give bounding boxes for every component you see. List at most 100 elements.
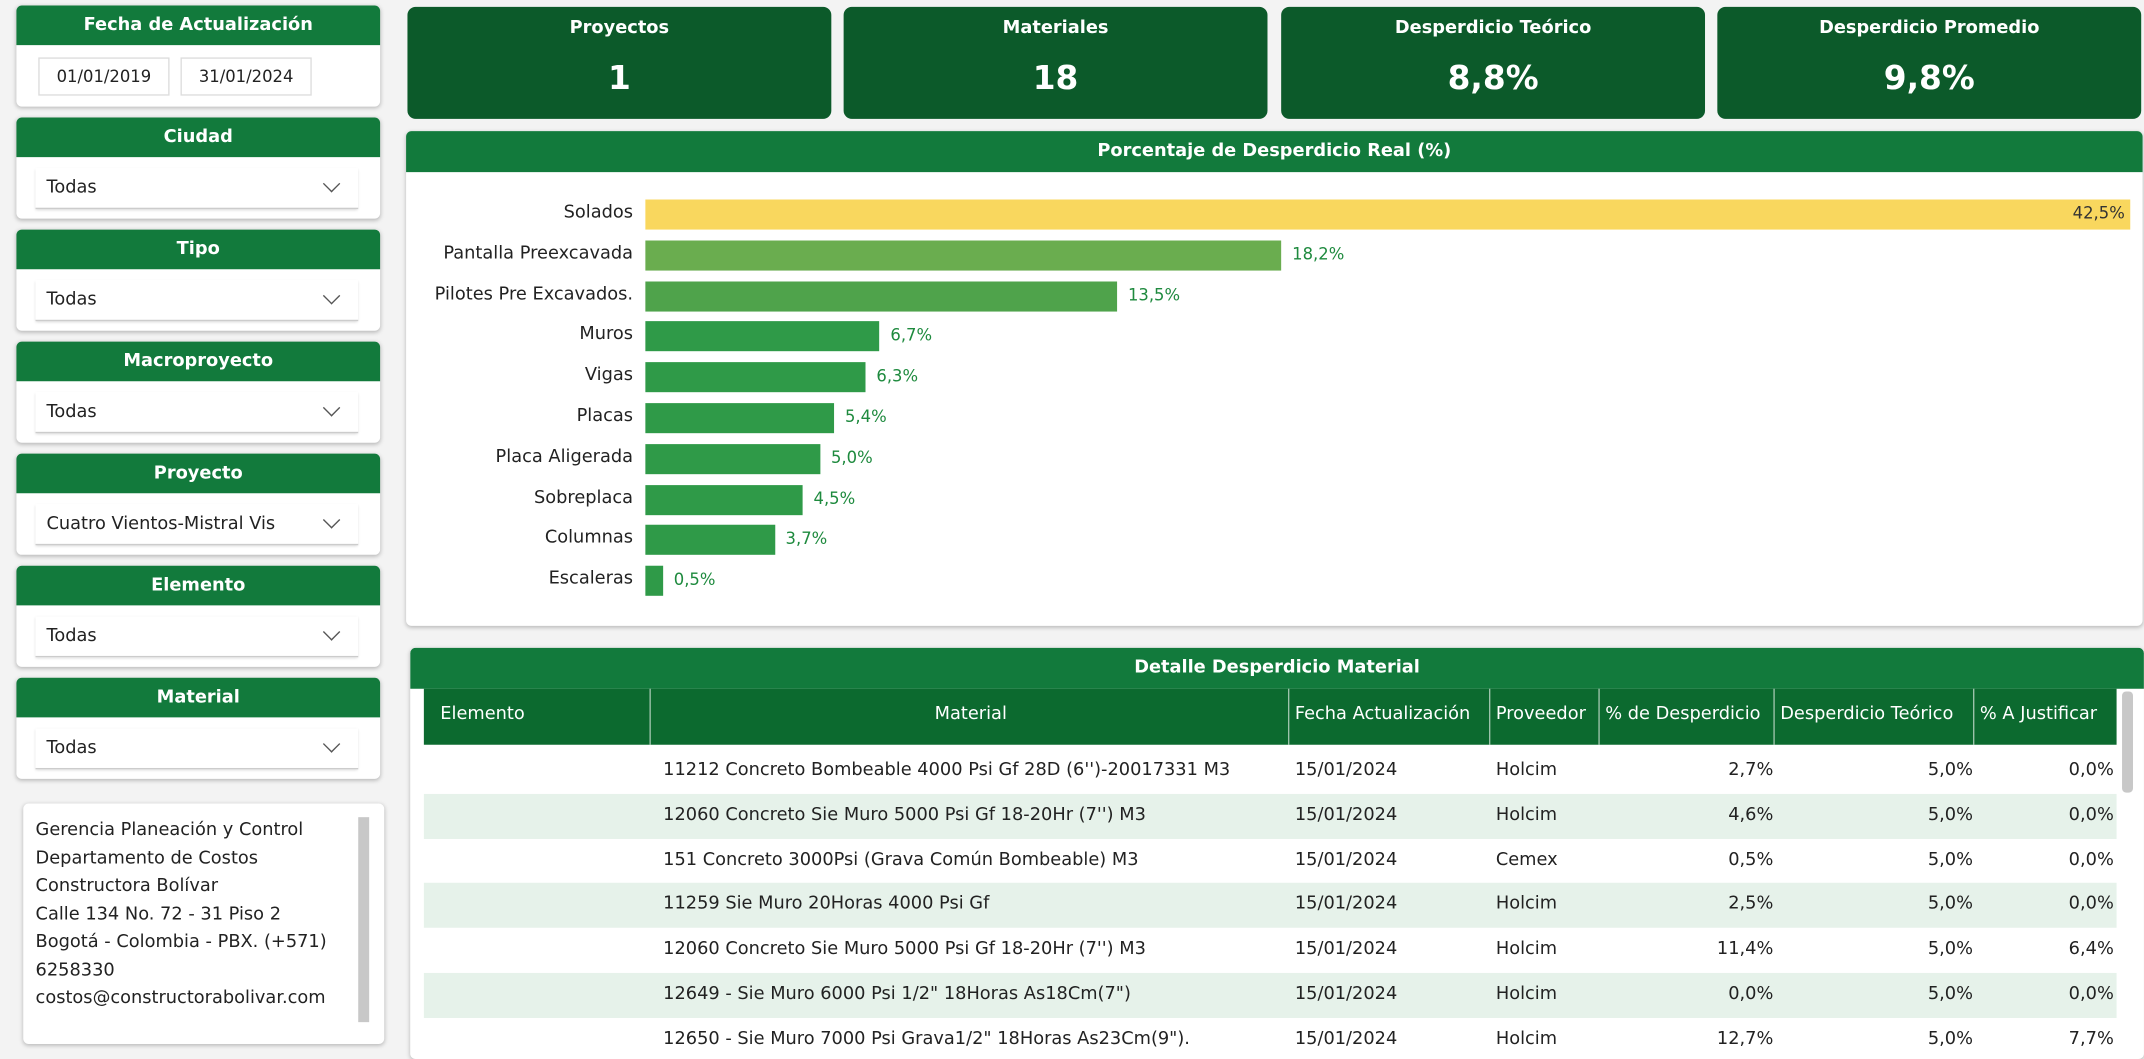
table-cell: 0,0% [1728, 983, 1774, 1005]
dropdown-value: Todas [46, 625, 97, 647]
bar [645, 362, 866, 393]
dropdown-value: Todas [46, 737, 97, 759]
column-divider [1973, 688, 1975, 745]
dropdown[interactable]: Todas [35, 168, 359, 210]
table-cell: 15/01/2024 [1294, 1028, 1398, 1050]
date-input[interactable]: 01/01/2019 [38, 57, 170, 96]
table-scrollbar[interactable] [2122, 691, 2133, 793]
table-cell: Holcim [1495, 983, 1558, 1005]
data-label: 13,5% [1127, 285, 1181, 305]
table-cell: 15/01/2024 [1294, 894, 1398, 915]
filter-title: Elemento [16, 565, 381, 606]
table-cell: 5,0% [1927, 939, 1974, 960]
table-cell: 5,0% [1927, 1028, 1974, 1050]
data-label: 3,7% [785, 529, 828, 549]
kpi-card: Materiales 18 [843, 6, 1268, 119]
table-cell: 11259 Sie Muro 20Horas 4000 Psi Gf [663, 894, 990, 915]
filter-card: Fecha de Actualización 01/01/2019 31/01/20… [16, 5, 381, 107]
dropdown-value: Todas [46, 177, 97, 199]
table-cell: 15/01/2024 [1294, 939, 1398, 960]
dropdown[interactable]: Todas [35, 728, 359, 770]
filter-card: Material Todas [16, 677, 381, 779]
filter-card: Proyecto Cuatro Vientos-Mistral Vis [16, 453, 381, 555]
data-label: 5,4% [844, 407, 887, 427]
footer-line: Bogotá - Colombia - PBX. (+571) [35, 931, 327, 953]
column-header: Proveedor [1495, 703, 1586, 725]
table-cell: 7,7% [2068, 1028, 2114, 1050]
table-cell: Cemex [1495, 849, 1558, 870]
table-cell: 0,0% [2068, 804, 2114, 826]
filter-title: Fecha de Actualización [16, 5, 381, 46]
column-divider [1287, 688, 1290, 745]
column-divider [1488, 688, 1491, 745]
bar [645, 280, 1118, 312]
table-card: Detalle Desperdicio Material Elemento Mate… [410, 647, 2144, 1059]
chevron [322, 287, 341, 305]
chevron [322, 399, 341, 417]
bar-label: Placa Aligerada [495, 446, 634, 468]
date-input[interactable]: 31/01/2024 [180, 57, 312, 96]
table-cell: 2,7% [1728, 759, 1774, 781]
table-cell: 5,0% [1927, 983, 1974, 1005]
column-header: % de Desperdicio [1605, 703, 1761, 725]
table-cell: 12650 - Sie Muro 7000 Psi Grava1/2" 18Ho… [663, 1028, 1190, 1050]
data-label: 0,5% [673, 570, 716, 590]
filter-card: Ciudad Todas [16, 117, 381, 219]
scrollbar [358, 817, 370, 1023]
table-cell: 12060 Concreto Sie Muro 5000 Psi Gf 18-2… [663, 939, 1146, 960]
footer-line: Calle 134 No. 72 - 31 Piso 2 [35, 903, 282, 925]
table-cell: 0,0% [2068, 849, 2114, 870]
table-cell: 15/01/2024 [1294, 759, 1398, 781]
table-cell: 11,4% [1716, 939, 1774, 960]
dropdown-value: Todas [46, 289, 97, 311]
filter-card: Macroproyecto Todas [16, 341, 381, 443]
bar [645, 240, 1282, 271]
data-label: 4,5% [813, 488, 856, 508]
column-header: Elemento [440, 703, 525, 725]
table-cell: 5,0% [1927, 759, 1974, 781]
table-cell: 5,0% [1927, 804, 1974, 826]
column-header: Material [934, 703, 1007, 725]
bar-label: Pantalla Preexcavada [443, 242, 634, 264]
filter-card: Tipo Todas [16, 229, 381, 331]
chevron [322, 175, 341, 193]
column-header: Fecha Actualización [1294, 703, 1471, 725]
table-row [423, 748, 2117, 794]
bar-label: Muros [579, 324, 634, 345]
table-cell: 4,6% [1728, 804, 1774, 826]
dropdown[interactable]: Cuatro Vientos-Mistral Vis [35, 504, 359, 546]
table-row [423, 928, 2117, 973]
bar-label: Vigas [584, 365, 634, 386]
table-cell: Holcim [1495, 759, 1558, 781]
table-row [423, 838, 2117, 884]
kpi-value: 1 [607, 58, 631, 98]
table-cell: 151 Concreto 3000Psi (Grava Común Bombea… [663, 849, 1139, 870]
filter-title: Proyecto [16, 453, 381, 494]
table-cell: 0,5% [1728, 849, 1774, 870]
dropdown-value: Cuatro Vientos-Mistral Vis [46, 513, 276, 535]
kpi-label: Desperdicio Promedio [1819, 17, 2040, 39]
table-cell: 12,7% [1716, 1028, 1774, 1050]
table-cell: 15/01/2024 [1294, 849, 1398, 870]
table-row [423, 793, 2117, 839]
bar-label: Columnas [544, 528, 634, 549]
chevron [322, 623, 341, 641]
kpi-value: 18 [1032, 58, 1079, 98]
footer-line: costos@constructorabolivar.com [35, 987, 326, 1009]
filter-title: Material [16, 677, 381, 718]
bar-label: Pilotes Pre Excavados. [434, 283, 634, 305]
bar [645, 565, 663, 597]
table-cell: Holcim [1495, 804, 1558, 826]
dropdown[interactable]: Todas [35, 392, 359, 434]
data-label: 18,2% [1292, 244, 1345, 264]
table-cell: 6,4% [2068, 939, 2114, 960]
table-cell: 5,0% [1927, 849, 1974, 870]
dropdown[interactable]: Todas [35, 616, 359, 658]
table-cell: Holcim [1495, 939, 1558, 960]
kpi-card: Desperdicio Promedio 9,8% [1717, 6, 2142, 119]
filter-card: Elemento Todas [16, 565, 381, 667]
bar [645, 199, 2131, 230]
dropdown[interactable]: Todas [35, 280, 359, 322]
kpi-label: Proyectos [569, 17, 670, 39]
filter-title: Ciudad [16, 117, 381, 158]
